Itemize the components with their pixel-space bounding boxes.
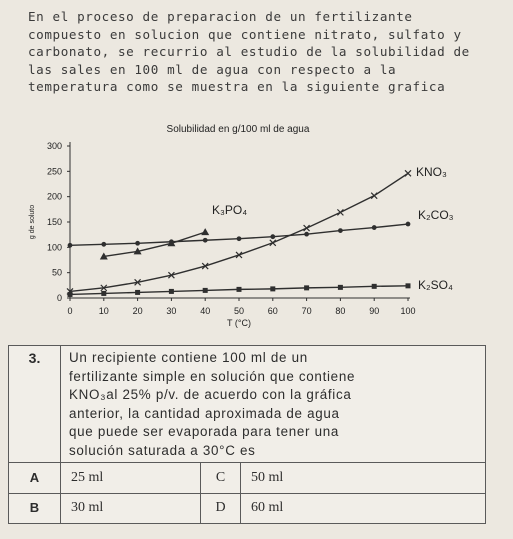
option-b-value[interactable]: 30 ml <box>61 493 201 523</box>
x-tick-label: 10 <box>99 306 109 316</box>
series-label: K₂SO₄ <box>418 278 453 292</box>
y-tick-label: 150 <box>47 217 62 227</box>
option-row: A 25 ml C 50 ml <box>9 463 485 494</box>
data-point <box>67 291 73 297</box>
question-line: solución saturada a 30°C es <box>69 442 256 458</box>
data-point <box>405 221 411 227</box>
question-box: 3. Un recipiente contiene 100 ml de un f… <box>8 345 486 524</box>
data-point <box>270 286 276 292</box>
data-point <box>336 208 344 216</box>
solubility-chart: Solubilidad en g/100 ml de agua050100150… <box>29 124 454 328</box>
x-tick-label: 100 <box>400 306 415 316</box>
data-point <box>236 286 242 292</box>
intro-line: En el proceso de preparacion de un ferti… <box>28 9 413 24</box>
y-tick-label: 50 <box>52 268 62 278</box>
intro-line: temperatura como se muestra en la siguie… <box>28 79 446 94</box>
y-tick-label: 250 <box>47 166 62 176</box>
data-point <box>201 228 210 236</box>
series-line <box>69 172 409 293</box>
y-tick-label: 0 <box>57 293 62 303</box>
data-point <box>101 290 107 296</box>
option-c-letter[interactable]: C <box>201 463 241 493</box>
data-point <box>99 252 108 260</box>
data-point <box>338 228 343 234</box>
data-point <box>67 242 73 248</box>
question-line: que puede ser evaporada para tener una <box>69 424 340 440</box>
data-point <box>269 239 277 247</box>
option-d-letter[interactable]: D <box>201 493 241 523</box>
series-line <box>69 223 409 247</box>
x-tick-label: 70 <box>302 306 312 316</box>
x-tick-label: 80 <box>335 306 345 316</box>
data-point <box>134 278 142 286</box>
series-label: KNO₃ <box>416 165 447 179</box>
data-point <box>370 192 378 200</box>
y-tick-label: 300 <box>47 141 62 151</box>
data-point <box>303 224 311 232</box>
data-point <box>100 284 108 292</box>
option-b-letter[interactable]: B <box>9 493 61 523</box>
data-point <box>135 240 141 246</box>
data-point <box>304 285 310 291</box>
x-axis-label: T (°C) <box>227 318 251 328</box>
x-tick-label: 90 <box>369 306 379 316</box>
x-tick-label: 60 <box>268 306 278 316</box>
x-tick-label: 0 <box>67 306 72 316</box>
y-axis-label: g de soluto <box>29 205 36 239</box>
option-row: B 30 ml D 60 ml <box>9 493 485 523</box>
intro-paragraph: En el proceso de preparacion de un ferti… <box>28 8 483 96</box>
data-point <box>236 236 242 242</box>
data-point <box>371 225 377 230</box>
data-point <box>202 237 208 243</box>
y-tick-label: 200 <box>47 192 62 202</box>
data-point <box>133 247 142 255</box>
data-point <box>405 283 411 289</box>
x-tick-label: 50 <box>234 306 244 316</box>
data-point <box>270 234 276 240</box>
intro-line: compuesto en solucion que contiene nitra… <box>28 26 462 42</box>
series-label: K₃PO₄ <box>212 203 247 217</box>
chart-title: Solubilidad en g/100 ml de agua <box>167 124 310 135</box>
y-tick-label: 100 <box>47 242 62 252</box>
data-point <box>337 284 343 290</box>
option-d-value[interactable]: 60 ml <box>251 500 284 515</box>
series-line <box>103 231 206 258</box>
x-tick-label: 20 <box>133 306 143 316</box>
intro-line: carbonato, se recurrio al estudio de la … <box>28 44 470 59</box>
series-label: K₂CO₃ <box>418 208 454 222</box>
data-point <box>201 262 209 270</box>
data-point <box>169 239 174 245</box>
data-point <box>168 288 174 294</box>
data-point <box>135 289 141 295</box>
question-line: KNO₃al 25% p/v. de acuerdo con la gráfic… <box>69 387 352 403</box>
option-a-value[interactable]: 25 ml <box>61 463 201 493</box>
data-point <box>235 251 243 259</box>
data-point <box>167 271 175 279</box>
data-point <box>202 287 208 293</box>
data-point <box>304 231 309 237</box>
data-point <box>371 283 377 289</box>
data-point <box>404 169 412 177</box>
intro-line: las sales en 100 ml de agua con respecto… <box>28 61 397 77</box>
x-tick-label: 30 <box>166 306 176 316</box>
question-text: Un recipiente contiene 100 ml de un fert… <box>69 349 479 461</box>
option-c-value[interactable]: 50 ml <box>251 470 284 485</box>
question-line: Un recipiente contiene 100 ml de un <box>69 350 308 365</box>
x-tick-label: 40 <box>200 306 210 316</box>
option-a-letter[interactable]: A <box>9 463 61 493</box>
question-line: fertilizante simple en solución que cont… <box>69 368 356 384</box>
answer-options: A 25 ml C 50 ml B 30 ml D 60 ml <box>9 462 485 524</box>
data-point <box>101 241 107 247</box>
question-line: anterior, la cantidad aproximada de agua <box>69 405 340 421</box>
question-number: 3. <box>9 346 61 462</box>
